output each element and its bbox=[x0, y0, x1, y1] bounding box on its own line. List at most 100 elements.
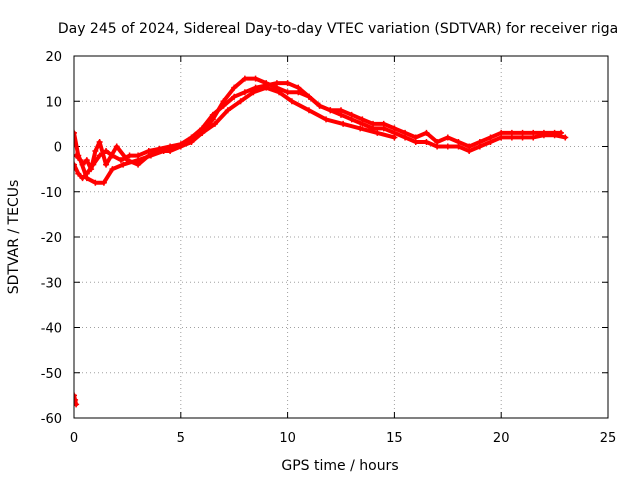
data-point-marker bbox=[402, 129, 409, 136]
y-axis-title: SDTVAR / TECUs bbox=[6, 180, 22, 295]
data-point-marker bbox=[357, 125, 364, 132]
data-point-marker bbox=[231, 84, 238, 91]
data-point-marker bbox=[562, 134, 569, 141]
data-point-marker bbox=[434, 138, 441, 145]
data-point-marker bbox=[476, 138, 483, 145]
y-tick-label: -40 bbox=[41, 322, 62, 337]
y-tick-label: 0 bbox=[54, 141, 62, 156]
y-tick-label: 20 bbox=[45, 50, 62, 65]
data-point-marker bbox=[316, 102, 323, 109]
x-tick-label: 10 bbox=[279, 431, 296, 446]
data-point-marker bbox=[530, 129, 537, 136]
data-point-marker bbox=[359, 116, 366, 123]
series-2 bbox=[74, 75, 565, 173]
data-point-marker bbox=[455, 138, 462, 145]
data-point-marker bbox=[220, 98, 227, 105]
data-point-marker bbox=[444, 134, 451, 141]
data-point-marker bbox=[100, 179, 107, 186]
data-point-marker bbox=[209, 116, 216, 123]
data-point-marker bbox=[120, 161, 127, 168]
data-point-marker bbox=[338, 107, 344, 114]
data-point-marker bbox=[199, 129, 206, 136]
y-tick-label: -20 bbox=[41, 231, 62, 246]
data-point-marker bbox=[147, 152, 154, 159]
data-point-marker bbox=[498, 129, 505, 136]
data-point-marker bbox=[74, 161, 77, 168]
y-tick-label: 10 bbox=[45, 95, 62, 110]
data-point-marker bbox=[348, 111, 355, 118]
data-point-marker bbox=[551, 129, 558, 136]
series-trace bbox=[74, 85, 397, 185]
data-point-marker bbox=[276, 89, 283, 96]
data-point-marker bbox=[241, 89, 248, 96]
data-point-marker bbox=[74, 129, 77, 136]
data-point-marker bbox=[327, 107, 334, 114]
data-marks bbox=[74, 75, 569, 408]
data-point-marker bbox=[370, 120, 377, 127]
data-point-marker bbox=[74, 392, 77, 399]
data-point-marker bbox=[103, 161, 110, 168]
y-tick-label: -30 bbox=[41, 276, 62, 291]
data-point-marker bbox=[284, 89, 291, 96]
data-point-marker bbox=[160, 148, 167, 155]
data-point-marker bbox=[340, 120, 347, 127]
data-point-marker bbox=[173, 143, 180, 150]
data-point-marker bbox=[263, 84, 270, 91]
plot-frame bbox=[73, 55, 609, 419]
data-point-marker bbox=[295, 89, 302, 96]
data-point-marker bbox=[305, 107, 312, 114]
data-point-marker bbox=[323, 116, 330, 123]
data-point-marker bbox=[284, 80, 291, 87]
data-point-marker bbox=[252, 75, 259, 82]
tick-labels: 0 5 10 15 20 25 -60 -50 -40 -30 -20 -10 0 10 20 bbox=[41, 50, 617, 446]
y-tick-label: -60 bbox=[41, 412, 62, 427]
data-point-marker bbox=[113, 143, 120, 150]
data-point-marker bbox=[83, 175, 90, 182]
data-point-marker bbox=[250, 89, 257, 96]
data-point-marker bbox=[540, 129, 547, 136]
data-point-marker bbox=[508, 129, 515, 136]
x-tick-label: 20 bbox=[493, 431, 510, 446]
data-point-marker bbox=[109, 166, 116, 173]
data-point-marker bbox=[374, 129, 381, 136]
data-point-marker bbox=[380, 120, 387, 127]
chart-title: Day 245 of 2024, Sidereal Day-to-day VTE… bbox=[58, 21, 618, 37]
data-point-marker bbox=[74, 396, 79, 403]
data-point-marker bbox=[466, 143, 473, 150]
data-point-marker bbox=[519, 129, 526, 136]
x-tick-label: 15 bbox=[386, 431, 403, 446]
data-point-marker bbox=[77, 157, 84, 164]
data-point-marker bbox=[88, 166, 95, 173]
data-point-marker bbox=[92, 148, 99, 155]
data-point-marker bbox=[92, 179, 99, 186]
data-point-marker bbox=[391, 125, 398, 132]
data-point-marker bbox=[224, 107, 231, 114]
data-point-marker bbox=[444, 143, 451, 150]
data-point-marker bbox=[135, 157, 142, 164]
data-point-marker bbox=[412, 134, 419, 141]
x-axis-title: GPS time / hours bbox=[281, 458, 398, 474]
data-point-marker bbox=[423, 138, 430, 145]
data-point-marker bbox=[487, 134, 494, 141]
series-3 bbox=[74, 84, 398, 186]
y-tick-label: -50 bbox=[41, 367, 62, 382]
data-point-marker bbox=[391, 134, 398, 141]
x-tick-label: 5 bbox=[177, 431, 185, 446]
data-point-marker bbox=[75, 170, 82, 177]
data-point-marker bbox=[83, 157, 90, 164]
data-point-marker bbox=[423, 129, 430, 136]
data-point-marker bbox=[231, 93, 238, 100]
data-point-marker bbox=[117, 157, 124, 164]
data-point-marker bbox=[186, 138, 193, 145]
data-point-marker bbox=[288, 98, 295, 105]
data-point-marker bbox=[241, 75, 248, 82]
y-tick-label: -10 bbox=[41, 186, 62, 201]
data-point-marker bbox=[211, 120, 218, 127]
data-point-marker bbox=[126, 152, 133, 159]
data-point-marker bbox=[237, 98, 244, 105]
data-point-marker bbox=[558, 129, 565, 136]
x-tick-label: 25 bbox=[600, 431, 617, 446]
x-tick-label: 0 bbox=[70, 431, 78, 446]
